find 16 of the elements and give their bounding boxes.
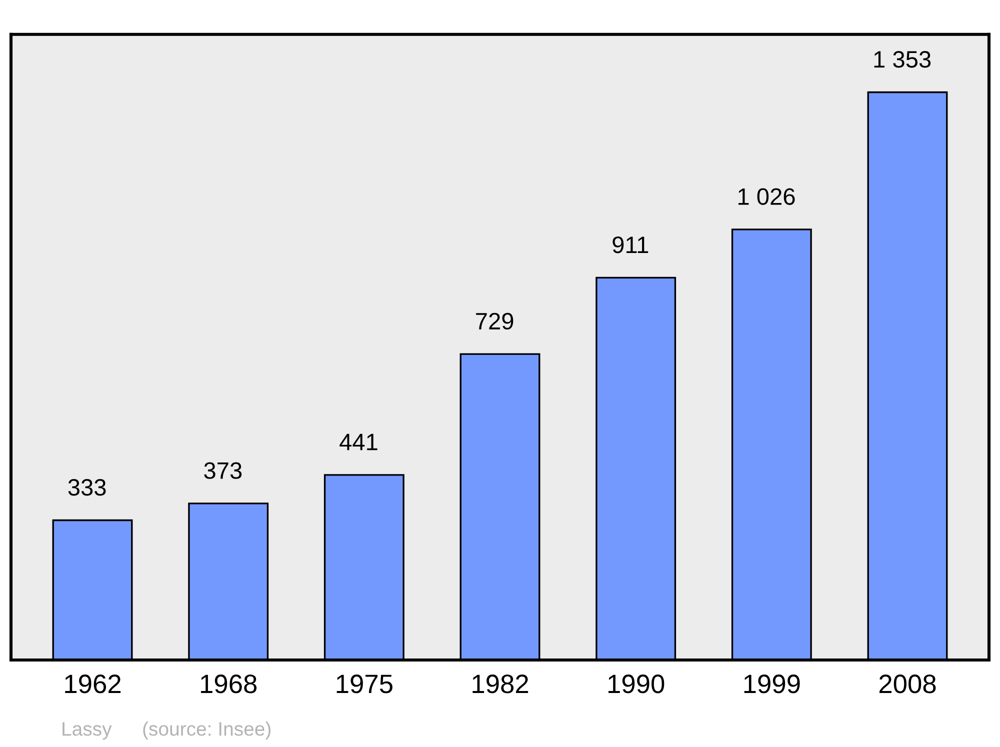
data-label: 729 [476,312,514,330]
x-tick-label: 1962 [65,674,121,694]
data-label: 911 [612,236,648,254]
data-label: 1 026 [738,188,795,205]
data-label: 1 353 [874,51,931,68]
text: (source: Insee) [143,722,270,740]
x-tick-label: 1968 [200,674,257,694]
data-label: 333 [68,478,106,496]
text: Lassy [62,722,112,740]
x-tick-label: 1982 [472,674,528,694]
data-label: 373 [204,462,242,479]
x-tick-label: 1999 [744,674,800,694]
x-tick-label: 1975 [336,674,392,694]
data-label: 441 [340,434,378,450]
x-tick-label: 1990 [608,674,664,694]
x-tick-label: 2008 [879,674,936,694]
